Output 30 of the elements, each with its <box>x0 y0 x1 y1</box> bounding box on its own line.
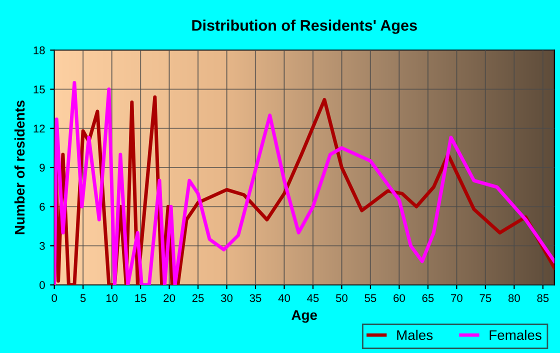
chart-title: Distribution of Residents' Ages <box>192 20 417 34</box>
x-tick-label: 15 <box>135 294 146 302</box>
x-tick-label: 10 <box>106 294 118 302</box>
x-tick-label: 30 <box>221 294 233 302</box>
y-tick-label: 0 <box>40 281 45 290</box>
y-tick-label: 15 <box>34 86 45 94</box>
legend-label: Females <box>490 330 542 340</box>
x-tick-label: 85 <box>537 294 549 302</box>
y-tick-label: 18 <box>34 46 45 54</box>
x-tick-label: 50 <box>336 294 348 302</box>
legend-label: Males <box>397 330 433 340</box>
y-tick-label: 6 <box>40 202 45 211</box>
x-tick-label: 40 <box>278 294 290 302</box>
x-tick-label: 0 <box>52 294 57 302</box>
y-axis-title: Number of residents <box>14 100 25 234</box>
y-tick-label: 12 <box>34 124 45 132</box>
x-tick-label: 35 <box>250 294 262 302</box>
x-tick-label: 65 <box>422 294 434 302</box>
x-tick-label: 20 <box>164 294 176 302</box>
y-tick-label: 9 <box>40 164 45 172</box>
x-tick-label: 80 <box>508 294 520 302</box>
x-tick-label: 55 <box>364 294 376 302</box>
x-tick-label: 5 <box>80 294 86 302</box>
x-tick-label: 60 <box>394 294 405 302</box>
x-tick-label: 70 <box>451 294 462 302</box>
x-axis-title: Age <box>292 310 318 323</box>
y-tick-label: 3 <box>40 242 45 250</box>
x-tick-label: 45 <box>307 294 319 302</box>
x-tick-label: 75 <box>480 294 492 302</box>
x-tick-label: 25 <box>192 294 204 302</box>
